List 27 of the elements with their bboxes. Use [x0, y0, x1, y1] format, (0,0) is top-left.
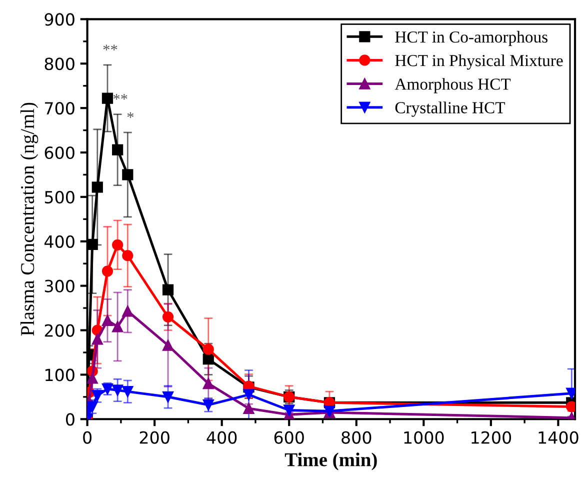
legend-label: HCT in Co-amorphous: [395, 30, 548, 46]
x-tick-label: 1200: [472, 431, 512, 444]
annotation: **: [113, 94, 128, 100]
y-tick-label: 500: [44, 190, 74, 204]
y-tick-label: 600: [44, 146, 74, 160]
x-tick-label: 600: [274, 431, 304, 444]
y-tick-label: 300: [44, 280, 74, 292]
y-tick-label: 700: [45, 102, 74, 115]
y-axis-title: Plasma Concentration (ng/ml): [20, 102, 38, 336]
x-axis-title: Time (min): [284, 452, 377, 470]
x-tick-label: 800: [342, 431, 372, 444]
x-tick-label: 1400: [538, 431, 578, 444]
x-tick-label: 400: [206, 431, 237, 444]
y-tick-label: 200: [44, 324, 74, 337]
x-tick-label: 0: [83, 431, 92, 444]
y-tick-label: 800: [44, 58, 74, 70]
annotation: *: [127, 112, 134, 118]
annotation: **: [103, 44, 118, 50]
legend-label: Amorphous HCT: [394, 78, 511, 94]
x-tick-label: 1000: [404, 431, 444, 444]
y-tick-label: 900: [44, 13, 74, 26]
legend-label: HCT in Physical Mixture: [395, 54, 563, 70]
y-tick-label: 100: [46, 368, 74, 382]
y-tick-label: 0: [66, 413, 74, 426]
y-tick-label: 400: [44, 235, 74, 248]
legend-label: Crystalline HCT: [395, 102, 506, 117]
x-tick-label: 200: [140, 431, 170, 444]
